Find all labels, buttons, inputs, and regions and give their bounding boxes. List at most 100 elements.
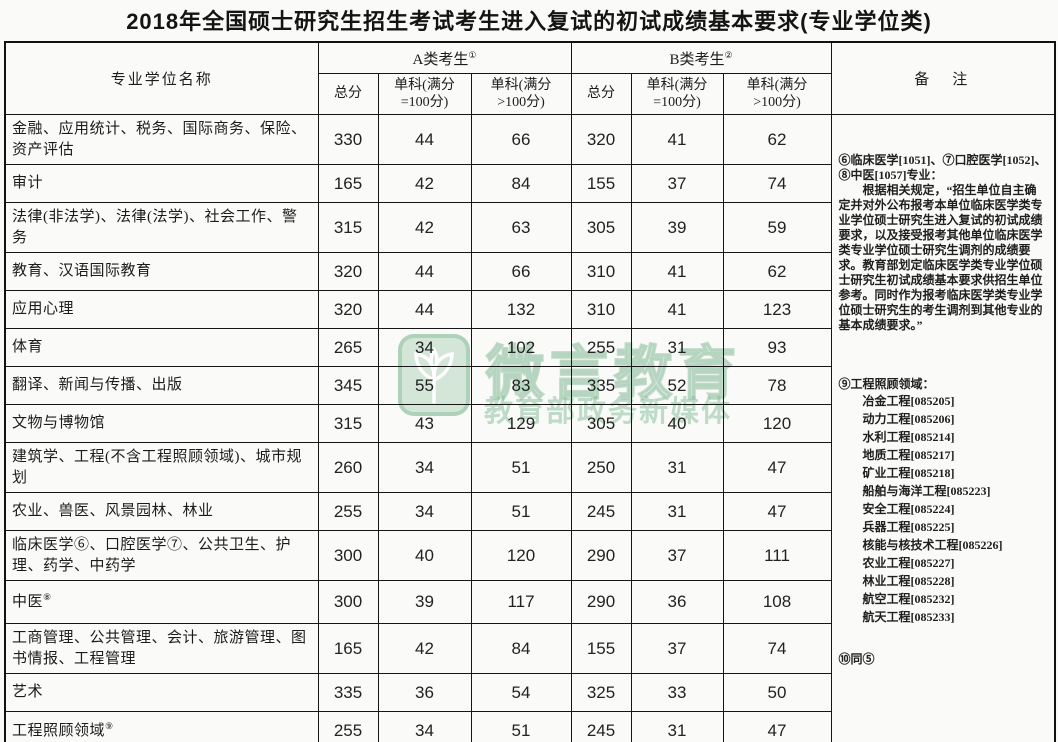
degree-name-sup: ⑨ bbox=[105, 720, 114, 731]
score-cell: 132 bbox=[470, 290, 572, 329]
score-cell: 47 bbox=[722, 492, 832, 531]
score-cell: 123 bbox=[722, 290, 832, 329]
header-group-a-sup: ① bbox=[468, 49, 477, 60]
table-row: 建筑学、工程(不含工程照顾领域)、城市规划 260 34 51 250 31 4… bbox=[4, 442, 1055, 493]
score-cell: 31 bbox=[630, 442, 724, 493]
header-a-subover-line2: >100分) bbox=[497, 95, 545, 110]
score-cell: 31 bbox=[630, 492, 724, 531]
score-cell: 66 bbox=[470, 114, 572, 165]
score-cell: 102 bbox=[470, 328, 572, 367]
score-cell: 51 bbox=[470, 492, 572, 531]
score-cell: 40 bbox=[630, 404, 724, 443]
score-cell: 111 bbox=[722, 530, 832, 581]
header-group-a-label: A类考生 bbox=[412, 51, 469, 68]
score-cell: 44 bbox=[377, 290, 472, 329]
degree-name: 工商管理、公共管理、会计、旅游管理、图书情报、工程管理 bbox=[4, 623, 319, 674]
score-cell: 320 bbox=[570, 114, 632, 165]
score-cell: 305 bbox=[570, 404, 632, 443]
remark-engineering-list: 冶金工程[085205] 动力工程[085206] 水利工程[085214] 地… bbox=[863, 392, 1049, 626]
score-cell: 315 bbox=[317, 202, 379, 253]
score-cell: 42 bbox=[377, 202, 472, 253]
score-cell: 310 bbox=[570, 290, 632, 329]
score-cell: 59 bbox=[722, 202, 832, 253]
table-row: 工程照顾领域⑨ 255 34 51 245 31 47 bbox=[4, 711, 1055, 742]
score-cell: 84 bbox=[470, 623, 572, 674]
header-b-subover-line1: 单科(满分 bbox=[746, 77, 808, 93]
table-row: 文物与博物馆 315 43 129 305 40 120 bbox=[4, 404, 1055, 443]
score-cell: 66 bbox=[470, 252, 572, 291]
degree-name: 临床医学⑥、口腔医学⑦、公共卫生、护理、药学、中药学 bbox=[4, 530, 319, 581]
header-a-subover: 单科(满分 >100分) bbox=[470, 73, 572, 115]
engineering-field: 安全工程[085224] bbox=[862, 502, 955, 516]
score-cell: 155 bbox=[570, 164, 632, 203]
degree-name-label: 工程照顾领域 bbox=[12, 722, 106, 739]
engineering-field: 矿业工程[085218] bbox=[862, 466, 955, 480]
engineering-field: 地质工程[085217] bbox=[862, 448, 955, 462]
score-cell: 51 bbox=[470, 711, 572, 742]
score-cell: 31 bbox=[630, 711, 724, 742]
degree-name: 金融、应用统计、税务、国际商务、保险、资产评估 bbox=[4, 114, 319, 165]
score-cell: 44 bbox=[377, 114, 472, 165]
degree-name: 工程照顾领域⑨ bbox=[4, 711, 319, 742]
table-row: 农业、兽医、风景园林、林业 255 34 51 245 31 47 bbox=[4, 492, 1055, 531]
degree-name: 体育 bbox=[4, 328, 319, 367]
score-cell: 345 bbox=[317, 366, 379, 405]
score-cell: 51 bbox=[470, 442, 572, 493]
score-cell: 37 bbox=[630, 164, 724, 203]
header-a-subover-line1: 单科(满分 bbox=[490, 77, 552, 93]
degree-name: 农业、兽医、风景园林、林业 bbox=[4, 492, 319, 531]
score-cell: 117 bbox=[470, 580, 572, 624]
degree-name: 审计 bbox=[4, 164, 319, 203]
degree-name: 中医⑧ bbox=[4, 580, 319, 624]
engineering-field: 林业工程[085228] bbox=[862, 574, 955, 588]
header-a-sub100: 单科(满分 =100分) bbox=[377, 73, 472, 115]
engineering-field: 兵器工程[085225] bbox=[862, 520, 955, 534]
score-cell: 33 bbox=[630, 673, 724, 712]
score-cell: 260 bbox=[317, 442, 379, 493]
score-cell: 300 bbox=[317, 530, 379, 581]
score-cell: 41 bbox=[630, 252, 724, 291]
score-cell: 165 bbox=[317, 164, 379, 203]
header-degree-name: 专业学位名称 bbox=[4, 41, 319, 115]
score-cell: 335 bbox=[317, 673, 379, 712]
remark-cell: ⑥临床医学[1051]、⑦口腔医学[1052]、⑧中医[1057]专业： 根据相… bbox=[830, 114, 1056, 742]
score-cell: 93 bbox=[722, 328, 832, 367]
header-group-b: B类考生② bbox=[570, 41, 832, 74]
score-cell: 245 bbox=[570, 711, 632, 742]
score-cell: 335 bbox=[570, 366, 632, 405]
score-cell: 62 bbox=[722, 114, 832, 165]
score-cell: 52 bbox=[630, 366, 724, 405]
score-cell: 330 bbox=[317, 114, 379, 165]
score-cell: 47 bbox=[722, 442, 832, 493]
score-cell: 245 bbox=[570, 492, 632, 531]
score-cell: 74 bbox=[722, 164, 832, 203]
header-b-subover-line2: >100分) bbox=[753, 95, 801, 110]
header-row-sub: 总分 单科(满分 =100分) 单科(满分 >100分) 总分 单科(满分 =100分… bbox=[5, 73, 1055, 115]
score-cell: 42 bbox=[377, 164, 472, 203]
header-b-total: 总分 bbox=[570, 73, 632, 115]
engineering-field: 农业工程[085227] bbox=[862, 556, 955, 570]
table-row: 金融、应用统计、税务、国际商务、保险、资产评估 330 44 66 320 41… bbox=[4, 114, 1056, 742]
score-cell: 305 bbox=[570, 202, 632, 253]
score-cell: 34 bbox=[377, 328, 472, 367]
engineering-field: 航空工程[085232] bbox=[862, 592, 955, 606]
header-b-subover: 单科(满分 >100分) bbox=[722, 73, 832, 115]
score-cell: 310 bbox=[570, 252, 632, 291]
score-cell: 84 bbox=[470, 164, 572, 203]
degree-name-sup: ⑧ bbox=[43, 592, 52, 602]
score-cell: 129 bbox=[470, 404, 572, 443]
header-row-groups: 专业学位名称 A类考生① B类考生② 备 注 bbox=[4, 41, 1056, 115]
score-cell: 36 bbox=[630, 580, 724, 624]
engineering-field: 水利工程[085214] bbox=[862, 430, 955, 444]
score-cell: 41 bbox=[630, 114, 724, 165]
score-cell: 155 bbox=[570, 623, 632, 674]
score-cell: 39 bbox=[630, 202, 724, 253]
score-cell: 300 bbox=[317, 580, 379, 624]
header-a-total: 总分 bbox=[317, 73, 379, 115]
degree-name: 教育、汉语国际教育 bbox=[4, 252, 319, 291]
engineering-field: 冶金工程[085205] bbox=[862, 394, 955, 408]
engineering-field: 船舶与海洋工程[085223] bbox=[862, 484, 991, 498]
degree-name: 建筑学、工程(不含工程照顾领域)、城市规划 bbox=[4, 442, 319, 493]
score-cell: 83 bbox=[470, 366, 572, 405]
